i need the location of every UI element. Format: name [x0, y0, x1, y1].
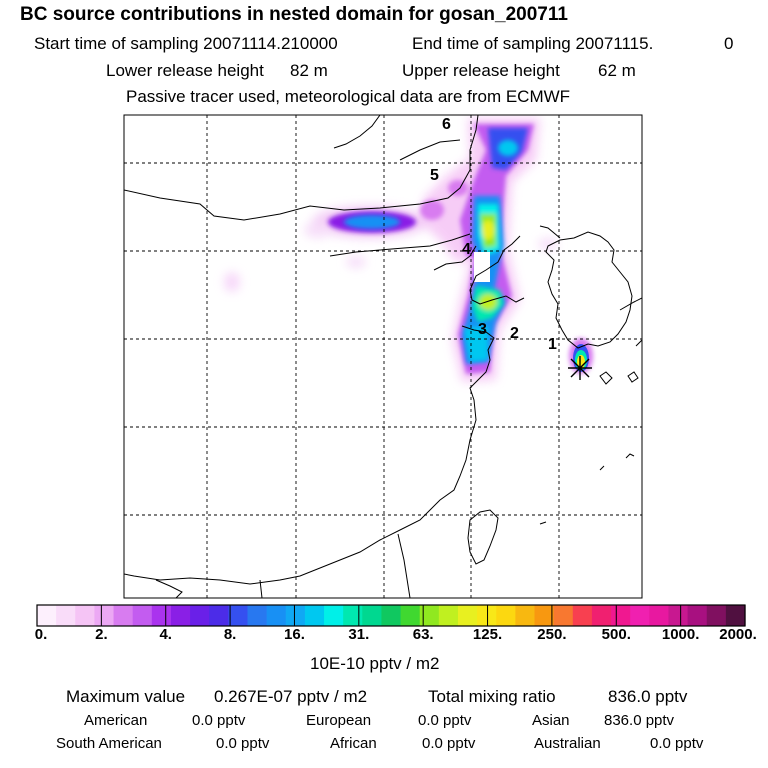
colorbar-cell — [725, 605, 746, 626]
colorbar-units: 10E-10 pptv / m2 — [310, 654, 440, 673]
lower-height-label: Lower release height — [106, 61, 264, 80]
trajectory-marker-4: 4 — [462, 241, 471, 258]
colorbar-cell — [649, 605, 670, 626]
colorbar-tick-label: 2. — [95, 626, 108, 643]
colorbar-cell — [572, 605, 593, 626]
region-european-label: European — [306, 712, 372, 729]
tracer-note: Passive tracer used, meteorological data… — [126, 87, 571, 106]
colorbar-cell — [591, 605, 612, 626]
colorbar-tick-label: 4. — [159, 626, 172, 643]
region-southamerican-label: South American — [56, 735, 162, 752]
max-value-label: Maximum value — [66, 687, 186, 706]
upper-height-value: 62 m — [598, 61, 636, 80]
colorbar-cell — [304, 605, 325, 626]
upper-height-label: Upper release height — [402, 61, 560, 80]
plume-high — [464, 140, 518, 362]
colorbar-cell — [170, 605, 191, 626]
colorbar-tick-label: 500. — [601, 626, 631, 643]
colorbar-cell — [285, 605, 306, 626]
colorbar-tick-label: 250. — [537, 626, 567, 643]
colorbar-cell — [668, 605, 689, 626]
colorbar-cell — [75, 605, 96, 626]
latlon-grid — [124, 115, 642, 598]
trajectory-marker-1: 1 — [548, 336, 557, 353]
region-african-label: African — [330, 735, 377, 752]
region-african-value: 0.0 pptv — [422, 735, 476, 752]
region-southamerican-value: 0.0 pptv — [216, 735, 270, 752]
colorbar-cell — [457, 605, 478, 626]
colorbar-cell — [553, 605, 574, 626]
colorbar-cell — [630, 605, 650, 626]
colorbar-cell — [324, 605, 344, 626]
colorbar-tick-label: 16. — [284, 626, 305, 643]
colorbar-tick-label: 63. — [412, 626, 434, 643]
region-australian-value: 0.0 pptv — [650, 735, 704, 752]
start-time-label: Start time of sampling 20071114.210000 — [34, 34, 338, 53]
colorbar-frame — [36, 604, 746, 627]
trajectory-marker-3: 3 — [478, 321, 487, 338]
receptor-hotspot — [569, 338, 593, 374]
colorbar-tick-label: 1000. — [661, 626, 700, 643]
max-value: 0.267E-07 pptv / m2 — [214, 687, 368, 706]
colorbar-cells — [37, 605, 746, 626]
colorbar-tick-label: 8. — [223, 626, 237, 643]
colorbar-cell — [266, 605, 287, 626]
colorbar-cell — [381, 605, 402, 626]
colorbar-cell — [400, 605, 421, 626]
colorbar-cell — [611, 605, 631, 626]
colorbar-tick-label: 2000. — [719, 626, 757, 643]
asterisk-receptor-icon — [568, 356, 592, 380]
trajectory-marker-2: 2 — [510, 325, 519, 342]
colorbar-tick-label: 31. — [348, 626, 370, 643]
total-mixing-value: 836.0 pptv — [608, 687, 688, 706]
colorbar-cell — [56, 605, 76, 626]
colorbar-tick-label: 0. — [34, 626, 48, 643]
coastlines — [124, 115, 642, 598]
colorbar-cell — [534, 605, 555, 626]
end-time-label: End time of sampling 20071115. — [412, 34, 654, 53]
region-american-value: 0.0 pptv — [192, 712, 246, 729]
colorbar-cell — [706, 605, 727, 626]
colorbar-cell — [94, 605, 115, 626]
colorbar-cell — [151, 605, 172, 626]
colorbar-cell — [477, 605, 497, 626]
colorbar-cell — [438, 605, 459, 626]
end-time-value: 0 — [724, 34, 734, 53]
colorbar-cell — [247, 605, 268, 626]
colorbar-cell — [113, 605, 134, 626]
colorbar-cell — [343, 605, 363, 626]
colorbar-cell — [190, 605, 210, 626]
colorbar-tick-label: 125. — [472, 626, 503, 643]
map-frame — [123, 114, 643, 599]
colorbar-cell — [687, 605, 708, 626]
plot-title: BC source contributions in nested domain… — [20, 4, 568, 25]
trajectory-marker-6: 6 — [442, 116, 451, 133]
colorbar-cell — [209, 605, 229, 626]
colorbar-cell — [132, 605, 153, 626]
colorbar-cell — [419, 605, 440, 626]
colorbar-cell — [228, 605, 249, 626]
lower-height-value: 82 m — [290, 61, 328, 80]
colorbar-cell — [515, 605, 536, 626]
colorbar-cell — [37, 605, 57, 626]
colorbar-cell — [362, 605, 383, 626]
colorbar-cell — [496, 605, 516, 626]
region-asian-value: 836.0 pptv — [604, 712, 675, 729]
region-american-label: American — [84, 712, 148, 729]
total-mixing-label: Total mixing ratio — [428, 687, 556, 706]
trajectory-marker-5: 5 — [430, 167, 439, 184]
region-asian-label: Asian — [532, 712, 570, 729]
region-european-value: 0.0 pptv — [418, 712, 472, 729]
region-australian-label: Australian — [534, 735, 601, 752]
